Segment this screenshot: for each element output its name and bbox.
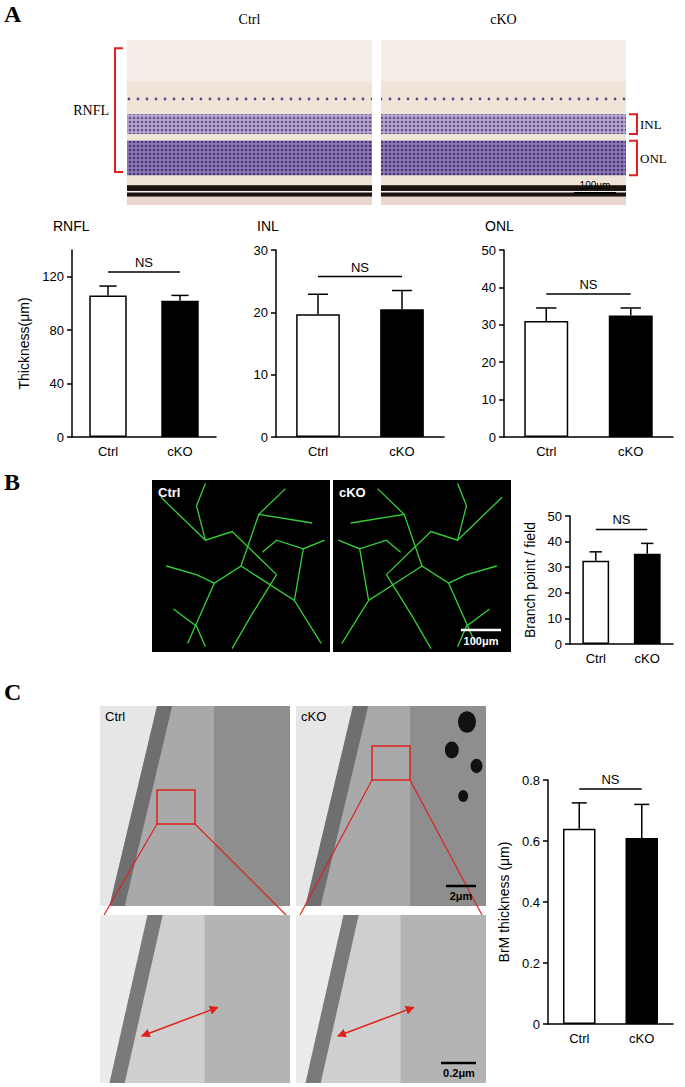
svg-text:cKO: cKO bbox=[635, 651, 660, 666]
svg-text:cKO: cKO bbox=[389, 444, 414, 459]
svg-text:30: 30 bbox=[548, 560, 562, 575]
svg-text:cKO: cKO bbox=[301, 709, 326, 724]
svg-text:cKO: cKO bbox=[618, 444, 643, 459]
svg-text:RNFL: RNFL bbox=[73, 103, 109, 118]
svg-text:20: 20 bbox=[548, 585, 562, 600]
svg-text:20: 20 bbox=[254, 305, 268, 320]
svg-text:0: 0 bbox=[261, 430, 268, 445]
svg-text:Ctrl: Ctrl bbox=[158, 485, 180, 500]
svg-text:10: 10 bbox=[254, 367, 268, 382]
svg-text:A: A bbox=[4, 1, 22, 27]
svg-text:10: 10 bbox=[548, 611, 562, 626]
svg-text:0: 0 bbox=[533, 1017, 540, 1032]
svg-text:2μm: 2μm bbox=[450, 890, 473, 902]
svg-text:Ctrl: Ctrl bbox=[308, 444, 328, 459]
svg-text:40: 40 bbox=[482, 280, 496, 295]
svg-text:0.4: 0.4 bbox=[522, 895, 540, 910]
svg-text:10: 10 bbox=[482, 392, 496, 407]
svg-text:Ctrl: Ctrl bbox=[105, 709, 125, 724]
svg-text:0: 0 bbox=[555, 637, 562, 652]
svg-text:NS: NS bbox=[351, 260, 369, 275]
svg-text:0: 0 bbox=[57, 430, 64, 445]
svg-text:30: 30 bbox=[482, 317, 496, 332]
svg-text:50: 50 bbox=[548, 509, 562, 524]
svg-text:Thickness(μm): Thickness(μm) bbox=[16, 297, 32, 389]
svg-text:0.2μm: 0.2μm bbox=[443, 1067, 475, 1079]
svg-text:Ctrl: Ctrl bbox=[586, 651, 606, 666]
svg-text:BrM thickness (μm): BrM thickness (μm) bbox=[496, 842, 512, 963]
svg-text:40: 40 bbox=[50, 376, 64, 391]
svg-text:Ctrl: Ctrl bbox=[98, 444, 118, 459]
svg-text:C: C bbox=[4, 679, 21, 705]
svg-text:B: B bbox=[4, 469, 20, 495]
svg-text:Ctrl: Ctrl bbox=[536, 444, 556, 459]
svg-text:Ctrl: Ctrl bbox=[569, 1031, 589, 1046]
svg-text:ONL: ONL bbox=[640, 151, 667, 166]
svg-text:INL: INL bbox=[640, 117, 662, 132]
svg-text:100μm: 100μm bbox=[580, 180, 611, 191]
svg-text:NS: NS bbox=[612, 512, 630, 527]
svg-text:Branch point / field: Branch point / field bbox=[522, 522, 538, 638]
svg-text:NS: NS bbox=[601, 772, 619, 787]
svg-text:INL: INL bbox=[257, 218, 279, 234]
svg-text:cKO: cKO bbox=[629, 1031, 654, 1046]
svg-text:0.2: 0.2 bbox=[522, 956, 540, 971]
svg-text:0.8: 0.8 bbox=[522, 773, 540, 788]
svg-text:40: 40 bbox=[548, 534, 562, 549]
svg-text:ONL: ONL bbox=[485, 218, 514, 234]
svg-text:0.6: 0.6 bbox=[522, 834, 540, 849]
svg-text:20: 20 bbox=[482, 355, 496, 370]
svg-text:Ctrl: Ctrl bbox=[239, 12, 261, 27]
svg-text:cKO: cKO bbox=[167, 444, 192, 459]
svg-text:cKO: cKO bbox=[339, 485, 366, 500]
svg-text:80: 80 bbox=[50, 323, 64, 338]
svg-text:NS: NS bbox=[579, 277, 597, 292]
svg-text:RNFL: RNFL bbox=[53, 218, 90, 234]
svg-text:NS: NS bbox=[135, 255, 153, 270]
svg-text:100μm: 100μm bbox=[464, 635, 499, 647]
svg-text:0: 0 bbox=[489, 430, 496, 445]
svg-text:120: 120 bbox=[42, 269, 64, 284]
svg-text:50: 50 bbox=[482, 243, 496, 258]
svg-text:cKO: cKO bbox=[490, 12, 516, 27]
svg-text:30: 30 bbox=[254, 243, 268, 258]
